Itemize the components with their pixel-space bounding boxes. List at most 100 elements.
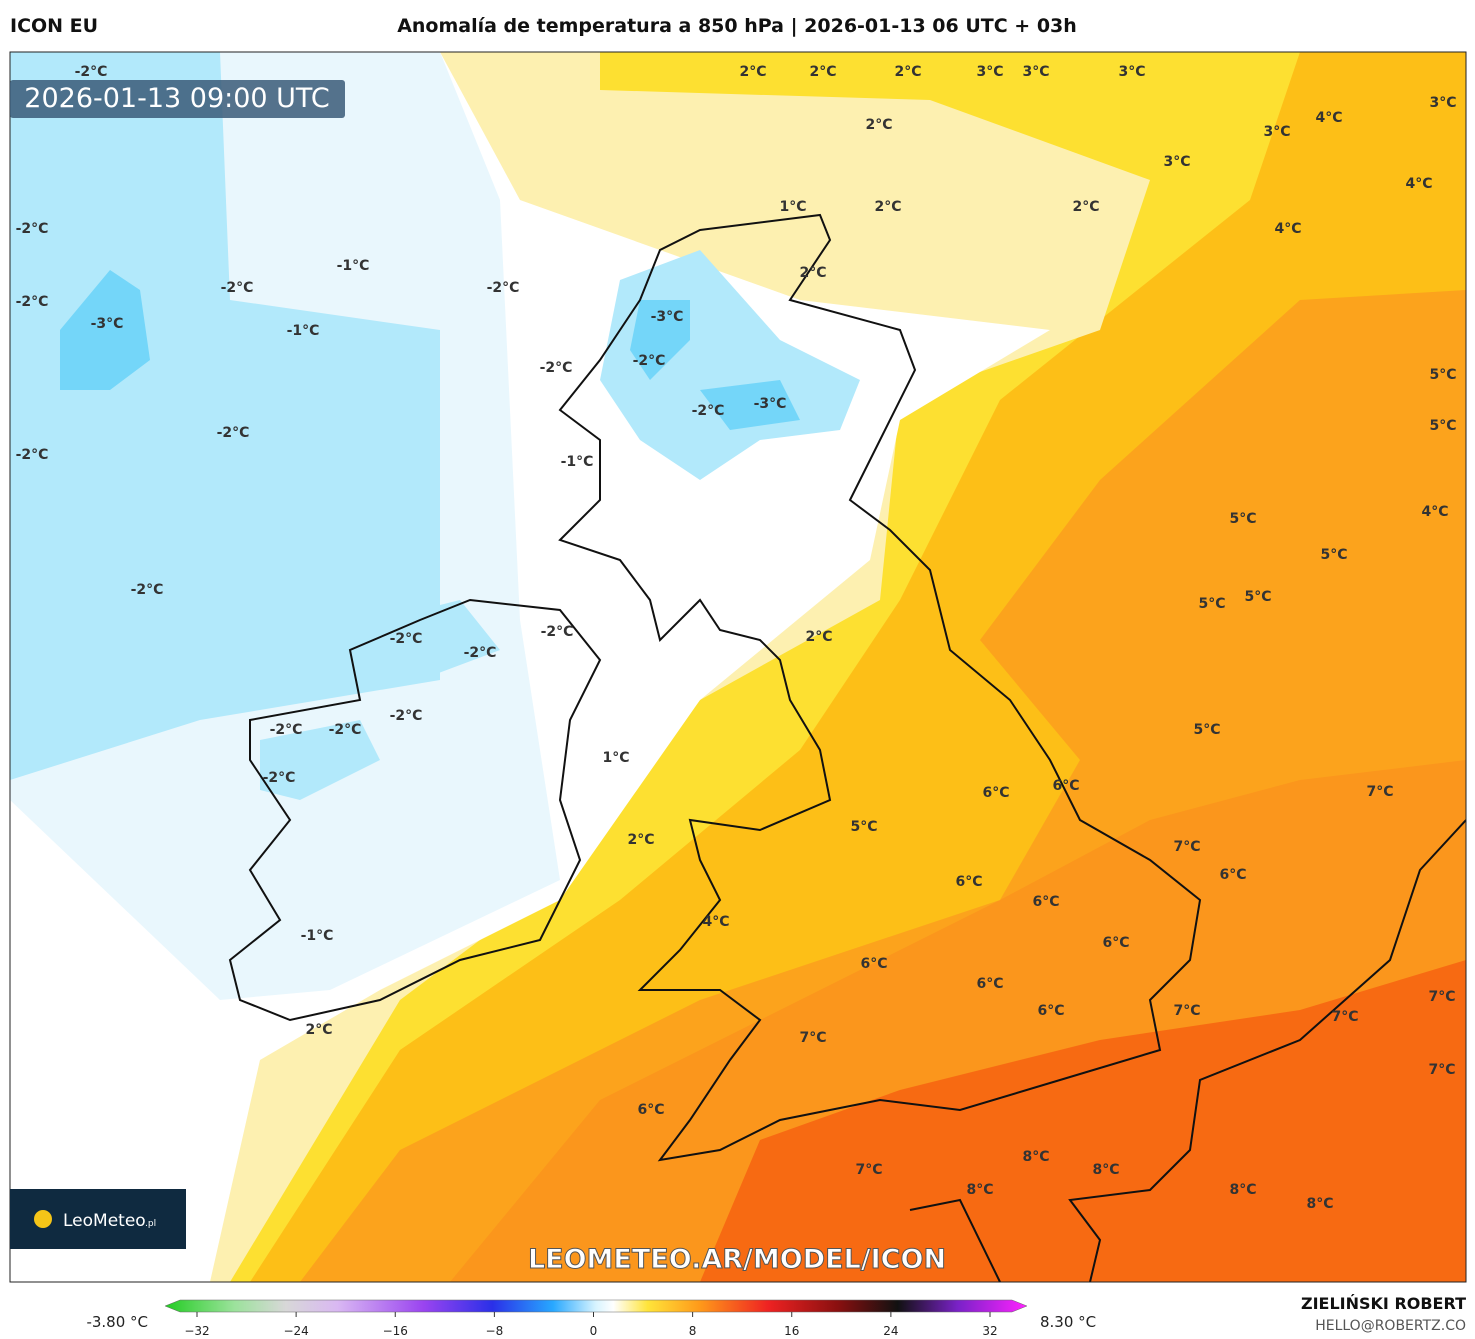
temperature-label: -2°C bbox=[487, 280, 520, 296]
temperature-label: -3°C bbox=[91, 316, 124, 332]
temperature-label: -2°C bbox=[263, 770, 296, 786]
temperature-label: 6°C bbox=[637, 1102, 664, 1118]
temperature-label: 6°C bbox=[860, 956, 887, 972]
colorbar-tick-label: 16 bbox=[784, 1324, 799, 1338]
temperature-label: -3°C bbox=[754, 396, 787, 412]
temperature-label: -2°C bbox=[16, 221, 49, 237]
coastlines bbox=[228, 213, 1466, 1282]
temperature-label: 8°C bbox=[1306, 1196, 1333, 1212]
colorbar-tick-label: 24 bbox=[883, 1324, 898, 1338]
temperature-label: -2°C bbox=[540, 360, 573, 376]
temperature-label: -2°C bbox=[131, 582, 164, 598]
temperature-label: 3°C bbox=[1429, 95, 1456, 111]
temperature-label: 8°C bbox=[1229, 1182, 1256, 1198]
temperature-label: 6°C bbox=[1219, 867, 1246, 883]
temperature-label: 2°C bbox=[805, 629, 832, 645]
temperature-label: 7°C bbox=[1331, 1009, 1358, 1025]
temperature-label: 1°C bbox=[602, 750, 629, 766]
temperature-label: 2°C bbox=[739, 64, 766, 80]
temperature-label: 4°C bbox=[702, 914, 729, 930]
map-frame bbox=[9, 51, 1467, 1283]
temperature-label: -2°C bbox=[270, 722, 303, 738]
colorbar-tick-label: 8 bbox=[689, 1324, 697, 1338]
temperature-label: 5°C bbox=[1229, 511, 1256, 527]
temperature-label: 7°C bbox=[1173, 839, 1200, 855]
colorbar-tick-label: −24 bbox=[283, 1324, 308, 1338]
temperature-label: 5°C bbox=[850, 819, 877, 835]
colorbar-ticks: −32 −24 −16 −8 0 8 16 24 32 bbox=[184, 1312, 998, 1338]
map-field bbox=[10, 52, 1466, 1282]
temperature-label: 6°C bbox=[982, 785, 1009, 801]
temperature-label: 2°C bbox=[894, 64, 921, 80]
temperature-label: -2°C bbox=[692, 403, 725, 419]
temperature-label: -3°C bbox=[651, 309, 684, 325]
temperature-label: 5°C bbox=[1320, 547, 1347, 563]
temperature-label: -2°C bbox=[16, 294, 49, 310]
temperature-label: 5°C bbox=[1429, 367, 1456, 383]
temperature-label: -2°C bbox=[633, 353, 666, 369]
temperature-label: 2°C bbox=[305, 1022, 332, 1038]
timestamp: 2026-01-13 09:00 UTC bbox=[24, 83, 329, 114]
temperature-label: -2°C bbox=[217, 425, 250, 441]
temperature-label: 2°C bbox=[627, 832, 654, 848]
author: ZIELIŃSKI ROBERT bbox=[1301, 1294, 1466, 1313]
temperature-label: -1°C bbox=[287, 323, 320, 339]
colorbar bbox=[164, 1299, 1028, 1313]
temperature-label: 7°C bbox=[1173, 1003, 1200, 1019]
temperature-label: 1°C bbox=[779, 199, 806, 215]
temperature-label: 2°C bbox=[865, 117, 892, 133]
temperature-label: -2°C bbox=[75, 64, 108, 80]
logo-sun bbox=[34, 1210, 52, 1228]
temperature-label: 6°C bbox=[1102, 935, 1129, 951]
temperature-label: -2°C bbox=[464, 645, 497, 661]
model-name: ICON EU bbox=[10, 15, 98, 37]
temperature-label: 2°C bbox=[874, 199, 901, 215]
colorbar-tick-label: 32 bbox=[982, 1324, 997, 1338]
temperature-label: 4°C bbox=[1274, 221, 1301, 237]
map-labels: -2°C 2°C 2°C 2°C 3°C 3°C 3°C 3°C 2°C 3°C 4°C 3°C 4°C… bbox=[16, 64, 1457, 1212]
temperature-label: 2°C bbox=[799, 265, 826, 281]
temperature-label: 7°C bbox=[1366, 784, 1393, 800]
temperature-label: 3°C bbox=[1022, 64, 1049, 80]
logo-suffix: .pl bbox=[145, 1219, 156, 1229]
temperature-label: 2°C bbox=[809, 64, 836, 80]
temperature-label: 3°C bbox=[976, 64, 1003, 80]
temperature-label: 6°C bbox=[1032, 894, 1059, 910]
temperature-label: 3°C bbox=[1163, 154, 1190, 170]
temperature-label: -2°C bbox=[541, 624, 574, 640]
temperature-label: 6°C bbox=[1037, 1003, 1064, 1019]
colorbar-tick-label: −8 bbox=[486, 1324, 504, 1338]
temperature-label: 2°C bbox=[1072, 199, 1099, 215]
temperature-label: 7°C bbox=[799, 1030, 826, 1046]
temperature-label: 7°C bbox=[1428, 1062, 1455, 1078]
temperature-label: 5°C bbox=[1244, 589, 1271, 605]
temperature-label: 6°C bbox=[955, 874, 982, 890]
watermark: LEOMETEO.AR/MODEL/ICON bbox=[528, 1244, 946, 1275]
temperature-label: -1°C bbox=[301, 928, 334, 944]
temperature-label: 4°C bbox=[1405, 176, 1432, 192]
temperature-label: 4°C bbox=[1315, 110, 1342, 126]
temperature-label: -2°C bbox=[390, 708, 423, 724]
timestamp-box bbox=[10, 80, 345, 118]
temperature-label: 8°C bbox=[1022, 1149, 1049, 1165]
temperature-label: 6°C bbox=[1052, 778, 1079, 794]
temperature-label: 5°C bbox=[1193, 722, 1220, 738]
temperature-label: 5°C bbox=[1198, 596, 1225, 612]
temperature-label: -2°C bbox=[390, 631, 423, 647]
temperature-label: -2°C bbox=[329, 722, 362, 738]
colorbar-tick-label: 0 bbox=[590, 1324, 598, 1338]
colorbar-min: -3.80 °C bbox=[86, 1313, 148, 1331]
temperature-label: -2°C bbox=[221, 280, 254, 296]
temperature-label: -1°C bbox=[337, 258, 370, 274]
temperature-label: 8°C bbox=[966, 1182, 993, 1198]
temperature-label: 8°C bbox=[1092, 1162, 1119, 1178]
temperature-label: 6°C bbox=[976, 976, 1003, 992]
temperature-label: -2°C bbox=[16, 447, 49, 463]
colorbar-tick-label: −16 bbox=[383, 1324, 408, 1338]
temperature-label: 3°C bbox=[1263, 124, 1290, 140]
colorbar-max: 8.30 °C bbox=[1040, 1313, 1096, 1331]
logo-name: LeoMeteo bbox=[63, 1211, 146, 1231]
temperature-label: -1°C bbox=[561, 454, 594, 470]
temperature-label: 4°C bbox=[1421, 504, 1448, 520]
